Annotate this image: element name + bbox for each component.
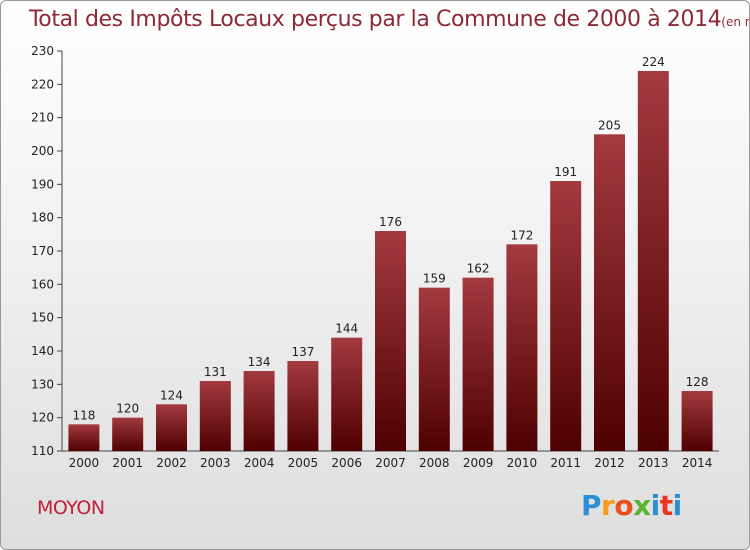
axes: 110 120 130 140 150 160 170 180 190 200 210 220 230 2… — [31, 44, 719, 470]
bar-value-label: 144 — [335, 322, 358, 336]
logo-letter: i — [672, 489, 683, 522]
y-tick-label: 120 — [31, 411, 54, 425]
y-tick-label: 160 — [31, 277, 54, 291]
bar-value-label: 224 — [642, 55, 665, 69]
bar — [68, 424, 100, 451]
bar — [156, 404, 187, 451]
bar-value-label: 128 — [686, 375, 709, 389]
logo-letter: x — [633, 489, 651, 522]
x-tick-label: 2007 — [375, 456, 406, 470]
bar — [594, 134, 625, 452]
unit-label: (en milliers d'€) — [721, 15, 749, 29]
bar — [681, 391, 713, 451]
bar-value-label: 172 — [510, 228, 533, 242]
commune-name: MOYON — [37, 497, 105, 519]
x-tick-label: 2005 — [288, 456, 319, 470]
bar — [506, 244, 538, 451]
bar-value-label: 120 — [116, 402, 139, 416]
x-tick-label: 2006 — [331, 456, 362, 470]
y-tick-label: 230 — [31, 44, 54, 58]
y-tick-label: 140 — [31, 344, 54, 358]
chart-title-text: Total des Impôts Locaux perçus par la Co… — [29, 7, 722, 32]
bar-value-label: 118 — [72, 408, 95, 422]
x-tick-label: 2012 — [594, 456, 625, 470]
x-tick-label: 2001 — [112, 456, 143, 470]
bar — [550, 181, 582, 451]
logo-letter: t — [659, 489, 673, 522]
chart-title: Total des Impôts Locaux perçus par la Co… — [29, 7, 749, 32]
logo-letter: P — [581, 489, 602, 522]
bar-value-label: 131 — [204, 365, 227, 379]
y-tick-label: 150 — [31, 311, 54, 325]
bar-value-label: 162 — [467, 262, 490, 276]
bar — [199, 381, 231, 451]
bar-value-label: 137 — [291, 345, 314, 359]
x-tick-label: 2011 — [550, 456, 581, 470]
x-tick-label: 2010 — [507, 456, 538, 470]
y-tick-label: 170 — [31, 244, 54, 258]
bar-value-label: 191 — [554, 165, 577, 179]
bar-value-label: 176 — [379, 215, 402, 229]
bar-value-label: 124 — [160, 388, 183, 402]
y-tick-label: 220 — [31, 77, 54, 91]
logo-letter: r — [601, 489, 615, 522]
y-tick-label: 110 — [31, 444, 54, 458]
bar — [331, 337, 363, 451]
bar — [243, 371, 275, 451]
bar — [375, 231, 406, 451]
x-tick-label: 2002 — [156, 456, 187, 470]
bar — [112, 417, 144, 451]
bar — [637, 71, 669, 451]
x-tick-label: 2000 — [69, 456, 100, 470]
logo-letter: o — [614, 489, 634, 522]
bars — [68, 71, 713, 452]
x-tick-label: 2004 — [244, 456, 275, 470]
x-tick-label: 2009 — [463, 456, 494, 470]
data-labels: 118 120 124 131 134 137 144 176 159 162 172 191 205 2… — [72, 55, 708, 422]
y-tick-label: 210 — [31, 111, 54, 125]
bar-value-label: 134 — [248, 355, 271, 369]
bar — [418, 287, 450, 451]
proxiti-logo[interactable]: Proxiti — [581, 489, 682, 522]
x-tick-label: 2013 — [638, 456, 669, 470]
logo-letter: i — [650, 489, 661, 522]
x-tick-label: 2003 — [200, 456, 231, 470]
bar-value-label: 205 — [598, 118, 621, 132]
x-tick-label: 2008 — [419, 456, 450, 470]
bar-value-label: 159 — [423, 272, 446, 286]
y-tick-label: 190 — [31, 177, 54, 191]
x-tick-label: 2014 — [682, 456, 713, 470]
y-tick-label: 130 — [31, 377, 54, 391]
y-tick-label: 180 — [31, 211, 54, 225]
bar — [462, 277, 494, 451]
y-tick-label: 200 — [31, 144, 54, 158]
bar — [287, 361, 319, 451]
